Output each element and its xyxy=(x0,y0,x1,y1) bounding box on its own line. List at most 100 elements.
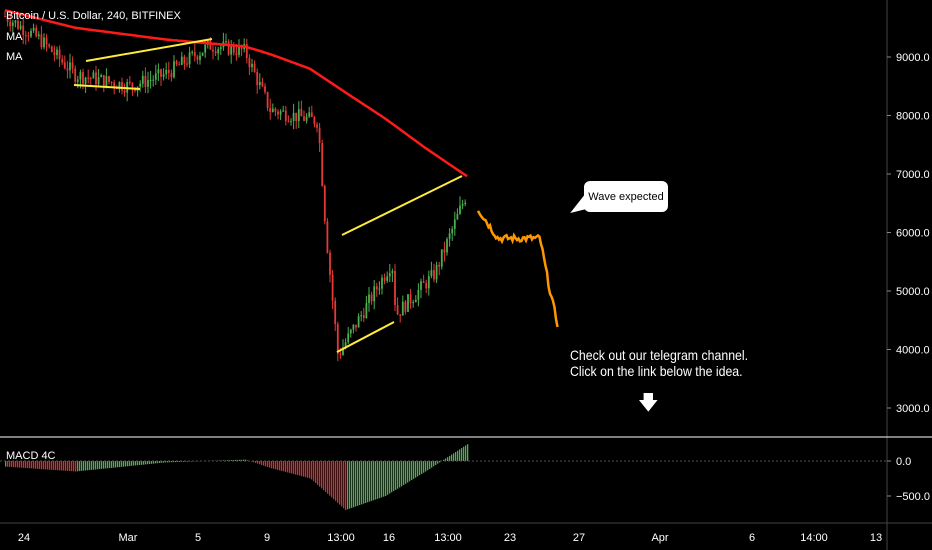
macd-bar xyxy=(53,461,55,470)
candle-body xyxy=(95,72,97,85)
macd-bar xyxy=(237,459,239,461)
macd-legend[interactable]: MACD 4C xyxy=(6,450,56,462)
candle-body xyxy=(269,107,272,113)
candle-body xyxy=(300,109,303,117)
candle-body xyxy=(446,239,448,253)
macd-bar xyxy=(275,461,277,470)
macd-bar xyxy=(253,461,255,463)
candle-body xyxy=(235,52,238,55)
macd-bar xyxy=(247,460,249,461)
trendline-upper-2[interactable] xyxy=(341,175,463,236)
candle-body xyxy=(196,56,199,60)
macd-bar xyxy=(437,461,439,464)
macd-bar xyxy=(293,461,295,475)
candle-body xyxy=(391,270,394,274)
macd-bar xyxy=(259,461,261,465)
macd-bar xyxy=(117,461,119,468)
macd-bar xyxy=(73,461,75,472)
candle-body xyxy=(141,75,144,84)
trendlines[interactable] xyxy=(73,38,463,353)
ma-legend-2[interactable]: MA xyxy=(6,51,23,63)
candle-body xyxy=(100,75,103,78)
candle-body xyxy=(152,79,155,81)
candle-body xyxy=(456,213,459,220)
symbol-title[interactable]: Bitcoin / U.S. Dollar, 240, BITFINEX xyxy=(6,10,181,22)
telegram-note[interactable]: Check out our telegram channel. Click on… xyxy=(570,347,748,379)
projection-path xyxy=(476,210,559,328)
macd-bar xyxy=(301,461,303,477)
candle-body xyxy=(362,315,365,318)
macd-bar xyxy=(121,461,123,467)
macd-bar xyxy=(7,461,9,467)
trendline-lower-2[interactable] xyxy=(336,321,395,353)
candle-body xyxy=(295,112,298,122)
candle-body xyxy=(19,25,22,29)
candle-body xyxy=(355,324,357,328)
candle-body xyxy=(92,72,95,79)
macd-bar xyxy=(265,461,267,467)
macd-bar xyxy=(309,461,311,479)
candle-body xyxy=(388,273,391,277)
candle-body xyxy=(258,81,261,86)
candle-body xyxy=(147,80,149,87)
candle-body xyxy=(347,333,350,343)
macd-bar xyxy=(43,461,45,470)
macd-bar xyxy=(327,461,329,494)
macd-bar xyxy=(245,459,247,461)
macd-bar xyxy=(445,458,447,461)
candle-body xyxy=(71,62,74,69)
trendline-upper-1[interactable] xyxy=(85,38,213,62)
macd-bar xyxy=(391,461,393,493)
time-axis[interactable]: 24 Mar 5 9 13:00 16 13:00 23 27 Apr 6 14:00 13 xyxy=(18,532,882,544)
candle-body xyxy=(144,75,147,87)
candle-body xyxy=(292,112,295,122)
candle-body xyxy=(123,90,126,93)
macd-bar xyxy=(155,461,157,464)
macd-bar xyxy=(129,461,131,467)
candle-body xyxy=(308,112,311,117)
candle-body xyxy=(183,56,186,64)
candle-body xyxy=(321,143,324,186)
macd-bar xyxy=(15,461,17,468)
macd-bar xyxy=(273,461,275,469)
time-tick-label: 13 xyxy=(870,532,882,544)
macd-bar xyxy=(311,461,313,480)
candle-body xyxy=(9,21,12,26)
macd-bar xyxy=(111,461,113,468)
candle-body xyxy=(326,221,329,253)
candle-body xyxy=(193,51,196,57)
candle-body xyxy=(219,47,222,50)
macd-bar xyxy=(369,461,371,502)
macd-bar xyxy=(97,461,99,470)
candle-body xyxy=(256,71,259,86)
macd-bar xyxy=(365,461,367,503)
candle-body xyxy=(45,37,48,45)
macd-bar xyxy=(455,451,457,461)
macd-bar xyxy=(427,461,429,471)
macd-bar xyxy=(171,461,173,463)
macd-bar xyxy=(151,461,153,464)
macd-bar xyxy=(45,461,47,470)
macd-bar xyxy=(319,461,321,487)
trendline-lower-1[interactable] xyxy=(73,84,141,90)
candle-body xyxy=(409,294,412,304)
candle-body xyxy=(271,108,274,113)
time-tick-label: 6 xyxy=(749,532,755,544)
ma-legend-1[interactable]: MA xyxy=(6,31,23,43)
down-arrow-icon: 🡇 xyxy=(638,392,659,414)
time-tick-label: 9 xyxy=(264,532,270,544)
macd-bar xyxy=(163,461,165,463)
macd-bar xyxy=(267,461,269,467)
price-axis[interactable]: 9000.0 8000.0 7000.0 6000.0 5000.0 4000.0 3000… xyxy=(887,52,930,415)
macd-bar xyxy=(403,461,405,485)
macd-bar xyxy=(413,461,415,479)
candle-body xyxy=(414,299,417,303)
macd-bar xyxy=(323,461,325,491)
wave-expected-callout[interactable]: Wave expected xyxy=(584,181,668,212)
macd-bar xyxy=(285,461,287,472)
macd-axis[interactable]: 0.0 −500.0 xyxy=(887,456,930,503)
time-tick-label: 24 xyxy=(18,532,30,544)
candle-body xyxy=(266,92,269,108)
macd-bar xyxy=(399,461,401,488)
